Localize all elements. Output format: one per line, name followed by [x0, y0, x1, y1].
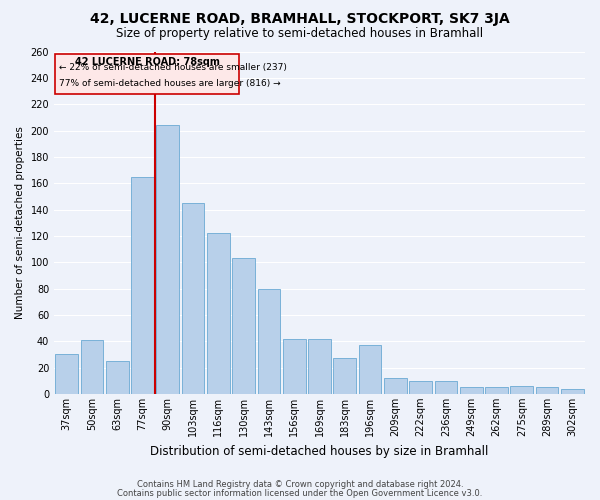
Bar — [460, 388, 482, 394]
Text: Contains public sector information licensed under the Open Government Licence v3: Contains public sector information licen… — [118, 488, 482, 498]
Text: ← 22% of semi-detached houses are smaller (237): ← 22% of semi-detached houses are smalle… — [59, 64, 287, 72]
X-axis label: Distribution of semi-detached houses by size in Bramhall: Distribution of semi-detached houses by … — [151, 444, 489, 458]
Bar — [511, 386, 533, 394]
Bar — [359, 345, 382, 394]
Bar — [409, 380, 432, 394]
Text: 77% of semi-detached houses are larger (816) →: 77% of semi-detached houses are larger (… — [59, 80, 281, 88]
Bar — [308, 338, 331, 394]
Bar — [257, 288, 280, 394]
Bar — [182, 203, 205, 394]
Text: Contains HM Land Registry data © Crown copyright and database right 2024.: Contains HM Land Registry data © Crown c… — [137, 480, 463, 489]
Bar — [485, 388, 508, 394]
Y-axis label: Number of semi-detached properties: Number of semi-detached properties — [15, 126, 25, 319]
Bar — [131, 176, 154, 394]
Text: 42, LUCERNE ROAD, BRAMHALL, STOCKPORT, SK7 3JA: 42, LUCERNE ROAD, BRAMHALL, STOCKPORT, S… — [90, 12, 510, 26]
Bar — [55, 354, 78, 394]
Bar — [384, 378, 407, 394]
Bar — [80, 340, 103, 394]
Text: 42 LUCERNE ROAD: 78sqm: 42 LUCERNE ROAD: 78sqm — [74, 57, 220, 67]
Bar — [106, 361, 128, 394]
Bar — [207, 233, 230, 394]
Bar — [334, 358, 356, 394]
Text: Size of property relative to semi-detached houses in Bramhall: Size of property relative to semi-detach… — [116, 28, 484, 40]
Bar — [157, 125, 179, 394]
Bar — [283, 338, 305, 394]
Bar — [561, 388, 584, 394]
Bar — [536, 388, 559, 394]
Bar — [232, 258, 255, 394]
Bar — [434, 380, 457, 394]
FancyBboxPatch shape — [55, 54, 239, 94]
